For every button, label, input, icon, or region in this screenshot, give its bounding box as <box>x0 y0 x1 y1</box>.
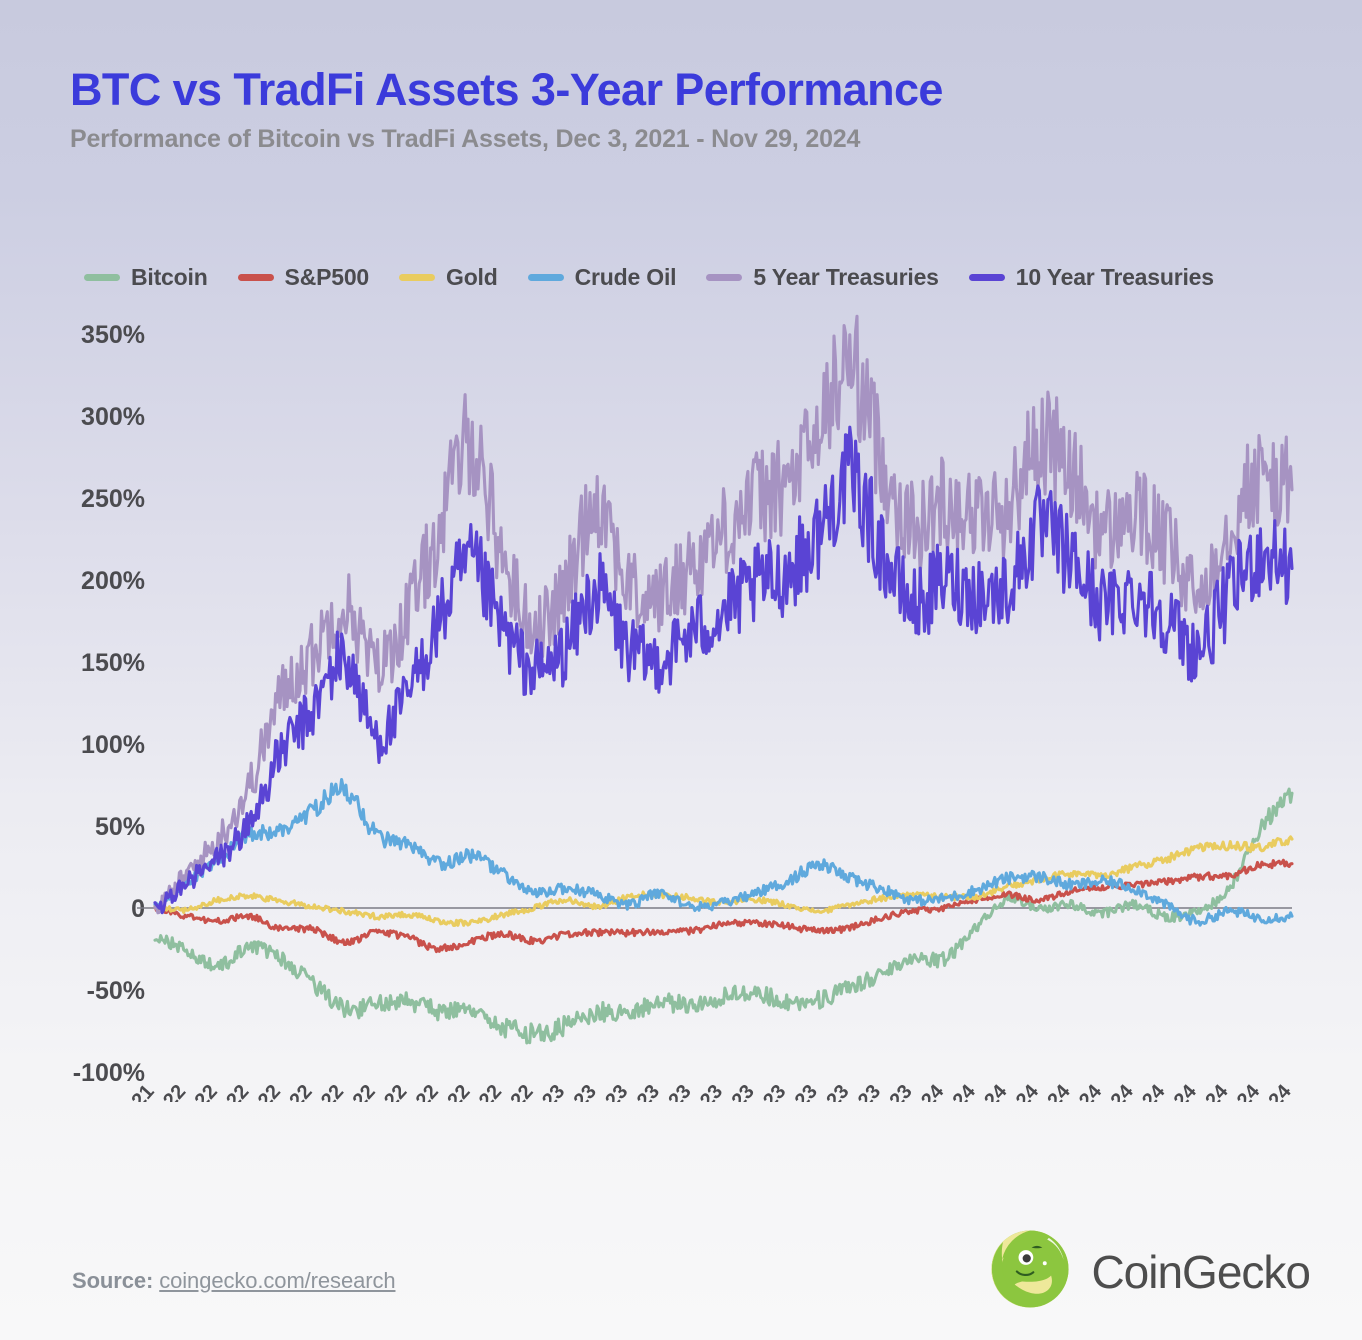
series-line-crude-oil <box>153 777 1294 927</box>
y-axis-tick-label: -100% <box>73 1059 145 1087</box>
source-line: Source: coingecko.com/research <box>72 1268 396 1294</box>
legend-swatch-icon <box>527 274 564 281</box>
series-line-5-year-treasuries <box>153 314 1294 915</box>
coingecko-gecko-logo-icon <box>989 1228 1071 1315</box>
legend-label: 10 Year Treasuries <box>1015 264 1214 290</box>
legend-swatch-icon <box>706 274 743 281</box>
y-axis-tick-label: 300% <box>81 403 145 431</box>
brand-block: CoinGecko <box>989 1228 1311 1315</box>
y-axis-tick-label: 250% <box>81 485 145 513</box>
legend-label: S&P500 <box>284 264 370 290</box>
y-axis-tick-label: 50% <box>95 813 145 841</box>
y-axis-tick-label: -50% <box>87 977 145 1005</box>
y-axis-tick-label: 0 <box>131 895 145 923</box>
legend-label: 5 Year Treasuries <box>753 264 939 290</box>
legend-label: Gold <box>446 264 498 290</box>
page-subtitle: Performance of Bitcoin vs TradFi Assets,… <box>70 124 861 153</box>
chart-legend: Bitcoin S&P500 Gold Crude Oil 5 Year Treasur… <box>84 264 1214 291</box>
legend-swatch-icon <box>237 274 274 281</box>
legend-label: Crude Oil <box>574 264 677 290</box>
y-axis-tick-label: 350% <box>81 321 145 349</box>
source-link[interactable]: coingecko.com/research <box>159 1268 396 1293</box>
chart-plot-area: 350%300%250%200%150%100%50%0-50%-100%Dec… <box>0 312 1362 1102</box>
legend-item-s-p500[interactable]: S&P500 <box>237 264 370 291</box>
legend-swatch-icon <box>968 274 1005 281</box>
series-line-s-p500 <box>153 858 1294 954</box>
y-axis-tick-label: 100% <box>81 731 145 759</box>
legend-swatch-icon <box>84 274 120 281</box>
legend-label: Bitcoin <box>131 264 208 290</box>
legend-item-5-year-treasuries[interactable]: 5 Year Treasuries <box>706 264 939 291</box>
chart-header: BTC vs TradFi Assets 3-Year Performance … <box>70 64 1310 154</box>
series-line-bitcoin <box>153 787 1294 1045</box>
y-axis-tick-label: 150% <box>81 649 145 677</box>
page-title: BTC vs TradFi Assets 3-Year Performance <box>70 64 943 115</box>
legend-item-10-year-treasuries[interactable]: 10 Year Treasuries <box>968 264 1214 291</box>
brand-name: CoinGecko <box>1091 1245 1311 1298</box>
legend-item-bitcoin[interactable]: Bitcoin <box>84 264 208 291</box>
legend-item-crude-oil[interactable]: Crude Oil <box>527 264 677 291</box>
legend-item-gold[interactable]: Gold <box>399 264 498 291</box>
line-chart-svg: 350%300%250%200%150%100%50%0-50%-100%Dec… <box>73 314 1296 1102</box>
y-axis-tick-label: 200% <box>81 567 145 595</box>
series-line-10-year-treasuries <box>153 425 1294 915</box>
legend-swatch-icon <box>399 274 436 281</box>
source-label: Source: <box>72 1268 154 1293</box>
